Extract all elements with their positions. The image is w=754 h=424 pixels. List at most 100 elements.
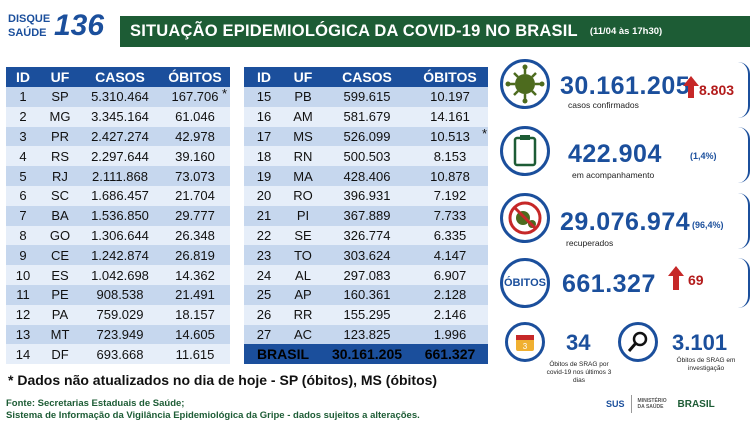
cell-obitos: 1.996 [412, 324, 488, 345]
table-row: 11 PE 908.538 21.491 [6, 284, 230, 305]
calendar-icon: 3 [516, 335, 534, 351]
table-row: 5 RJ 2.111.868 73.073 [6, 166, 230, 186]
cell-id: 3 [6, 126, 40, 147]
table-row: 17 MS 526.099 10.513 [244, 126, 488, 147]
recovered-label: recuperados [566, 238, 614, 248]
cell-id: 18 [244, 146, 284, 167]
cell-uf: DF [40, 344, 80, 365]
cell-casos: 5.310.464 [80, 87, 160, 107]
cell-uf: ES [40, 265, 80, 285]
table-row: 26 RR 155.295 2.146 [244, 304, 488, 325]
cell-uf: MT [40, 324, 80, 345]
cell-casos: 123.825 [322, 324, 412, 345]
cell-id: 5 [6, 166, 40, 186]
cell-obitos: 7.733 [412, 205, 488, 226]
table-row: 22 SE 326.774 6.335 [244, 225, 488, 246]
table-row: 12 PA 759.029 18.157 [6, 304, 230, 325]
cell-obitos: 21.491 [160, 284, 230, 305]
cell-obitos: 14.161 [412, 106, 488, 127]
deaths-value: 661.327 [562, 270, 656, 298]
cell-uf: PI [284, 205, 322, 226]
confirmed-panel [500, 62, 750, 118]
cell-uf: RS [40, 146, 80, 167]
footnote: * Dados não atualizados no dia de hoje -… [8, 372, 438, 388]
virus-icon [505, 64, 545, 104]
cell-casos: 723.949 [80, 324, 160, 345]
confirmed-icon-circle [500, 59, 550, 109]
cell-casos: 2.297.644 [80, 146, 160, 167]
table-row: 3 PR 2.427.274 42.978 [6, 126, 230, 147]
cell-casos: 908.538 [80, 284, 160, 305]
table-row: 23 TO 303.624 4.147 [244, 245, 488, 266]
cell-id: 10 [6, 265, 40, 285]
monitoring-pct: (1,4%) [690, 151, 717, 161]
source-line2: Sistema de Informação da Vigilância Epid… [6, 410, 420, 421]
cell-uf: AC [284, 324, 322, 345]
header-obitos: ÓBITOS [412, 67, 488, 87]
cell-uf: GO [40, 225, 80, 246]
recovered-value: 29.076.974 [560, 208, 691, 236]
cell-uf: SP [40, 87, 80, 107]
cell-uf: MG [40, 106, 80, 127]
ministry-logo: MINISTÉRIO DA SAÚDE [637, 398, 667, 410]
disque-saude-logo: DISQUE SAÚDE 136 [6, 8, 108, 46]
table-row: 8 GO 1.306.644 26.348 [6, 225, 230, 246]
table-row: 21 PI 367.889 7.733 [244, 205, 488, 226]
cell-casos: 500.503 [322, 146, 412, 167]
cell-id: 16 [244, 106, 284, 127]
cell-id: 6 [6, 185, 40, 206]
cell-casos: 155.295 [322, 304, 412, 325]
cell-uf: RO [284, 185, 322, 206]
asterisk-sp: * [222, 86, 228, 101]
magnifier-icon [627, 331, 648, 352]
cell-id: 2 [6, 106, 40, 127]
cell-obitos: 61.046 [160, 106, 230, 127]
cell-uf: PB [284, 87, 322, 107]
confirmed-delta: 8.803 [699, 82, 735, 98]
page-title: SITUAÇÃO EPIDEMIOLÓGICA DA COVID-19 NO B… [130, 22, 578, 40]
clipboard-icon [513, 135, 537, 167]
cell-obitos: 18.157 [160, 304, 230, 325]
table-row: 25 AP 160.361 2.128 [244, 284, 488, 305]
cell-id: 26 [244, 304, 284, 325]
cell-obitos: 10.197 [412, 87, 488, 107]
cell-obitos: 6.335 [412, 225, 488, 246]
cell-id: 27 [244, 324, 284, 345]
cell-casos: 581.679 [322, 106, 412, 127]
deaths-icon-circle: ÓBITOS [500, 258, 550, 308]
cell-obitos: 73.073 [160, 166, 230, 186]
monitoring-value: 422.904 [568, 140, 662, 168]
cell-id: 23 [244, 245, 284, 266]
cell-casos: 1.242.874 [80, 245, 160, 266]
cell-id: 12 [6, 304, 40, 325]
cell-id: 15 [244, 87, 284, 107]
cell-obitos: 8.153 [412, 146, 488, 167]
cell-id: 1 [6, 87, 40, 107]
cell-casos: 693.668 [80, 344, 160, 365]
cell-id: 4 [6, 146, 40, 167]
cell-casos: 297.083 [322, 265, 412, 285]
cell-obitos: 2.128 [412, 284, 488, 305]
cell-obitos: 7.192 [412, 185, 488, 206]
cell-id: 9 [6, 245, 40, 266]
cell-casos: 3.345.164 [80, 106, 160, 127]
cell-obitos: 14.362 [160, 265, 230, 285]
cell-uf: BA [40, 205, 80, 226]
cell-id: 22 [244, 225, 284, 246]
confirmed-up-arrow-icon [683, 76, 699, 86]
deaths-title: ÓBITOS [504, 277, 546, 289]
cell-casos: 367.889 [322, 205, 412, 226]
table-row: 7 BA 1.536.850 29.777 [6, 205, 230, 226]
cell-uf: PR [40, 126, 80, 147]
deaths-up-arrow-icon [668, 266, 684, 276]
table-row: 6 SC 1.686.457 21.704 [6, 185, 230, 206]
logo-number: 136 [54, 9, 105, 42]
cell-casos: 599.615 [322, 87, 412, 107]
cell-obitos: 11.615 [160, 344, 230, 365]
monitoring-label: em acompanhamento [572, 170, 655, 180]
cell-uf: SE [284, 225, 322, 246]
cell-uf: MA [284, 166, 322, 186]
cell-casos: 160.361 [322, 284, 412, 305]
cell-uf: RJ [40, 166, 80, 186]
cell-id: 25 [244, 284, 284, 305]
